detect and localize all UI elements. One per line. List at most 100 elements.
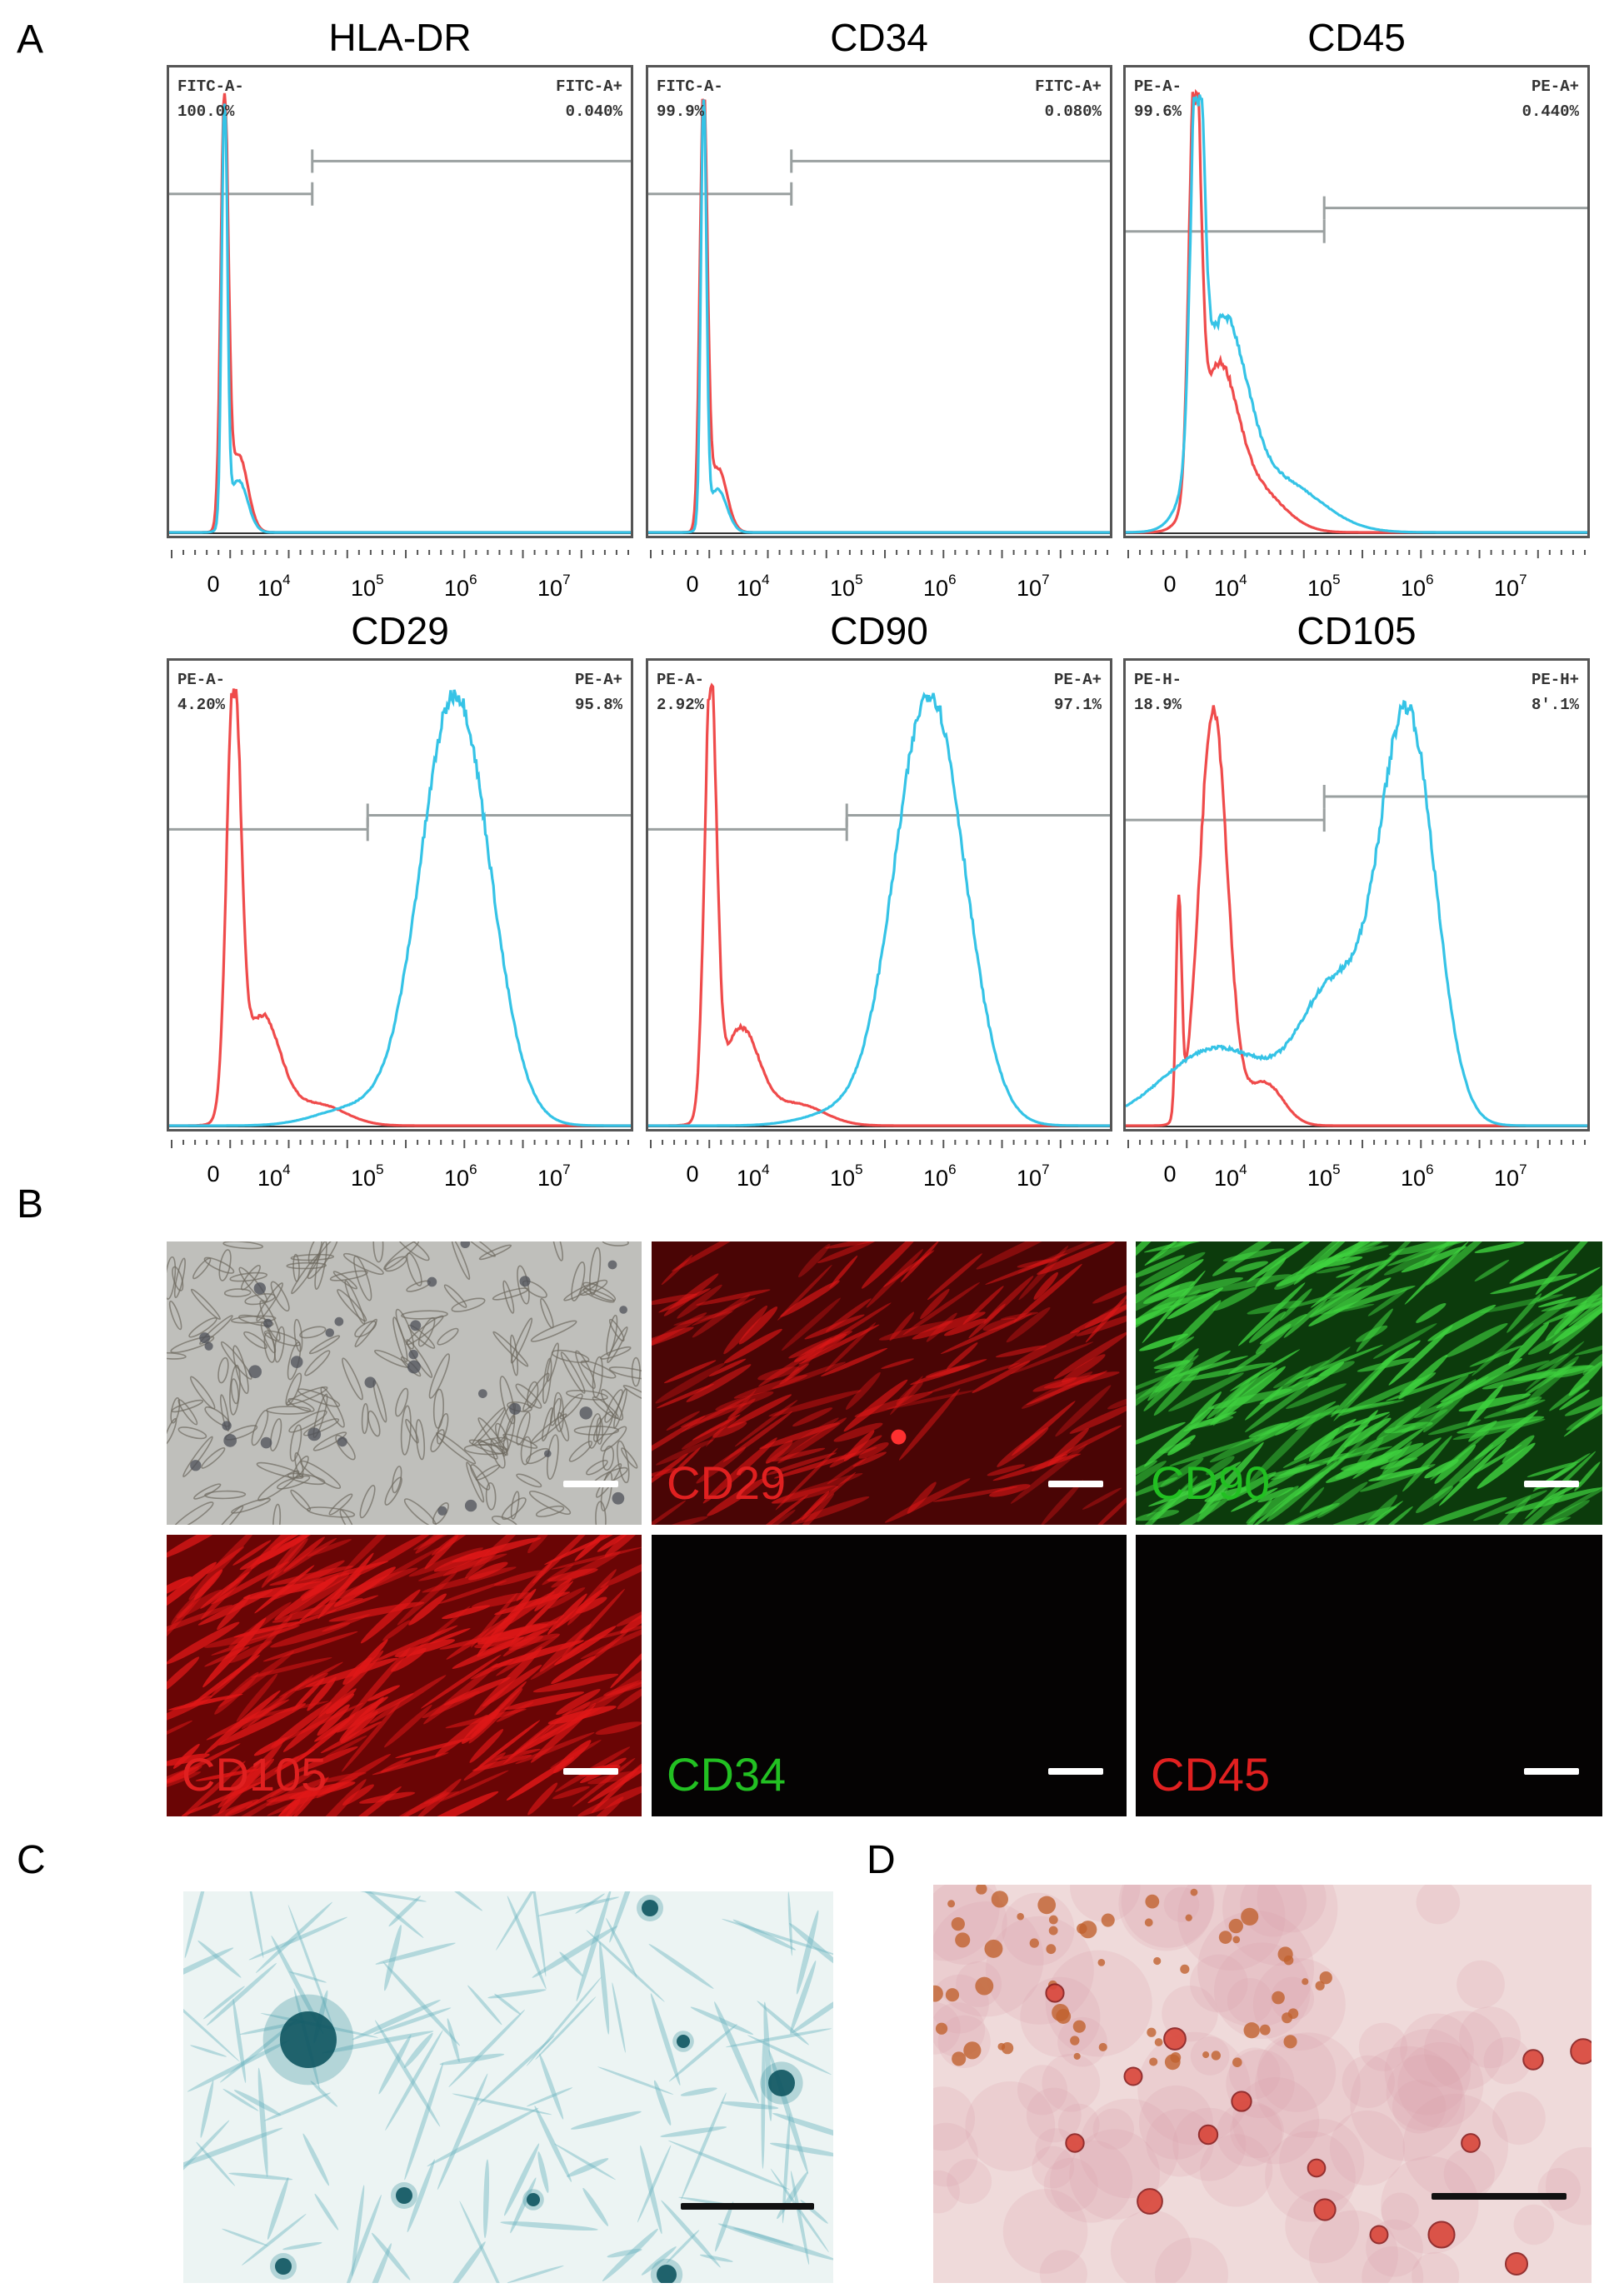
cell-fiber <box>771 1472 863 1504</box>
stain-wash <box>1255 2032 1361 2139</box>
cell-fiber <box>494 1748 541 1761</box>
stained-cell <box>539 2053 564 2120</box>
tick-label: 105 <box>830 572 863 601</box>
cell-fiber <box>1168 1372 1244 1412</box>
cell-shape <box>173 1257 186 1299</box>
stain-wash <box>1026 2087 1082 2143</box>
cell-shape <box>170 1396 181 1424</box>
lipid-droplet <box>1283 2035 1297 2049</box>
cell-fiber <box>1342 1411 1390 1429</box>
cartilage-nodule <box>396 2187 412 2204</box>
cell-fiber <box>932 1486 1018 1502</box>
lipid-droplet <box>1098 2042 1107 2052</box>
cell-fiber <box>987 1464 1026 1476</box>
cell-shape <box>367 1410 381 1437</box>
tick-label: 0 <box>686 572 699 597</box>
cell-shape <box>263 1330 301 1346</box>
cell-shape <box>172 1501 214 1525</box>
cell-shape <box>199 1315 233 1345</box>
stain-wash <box>1232 2077 1320 2165</box>
cell-fiber <box>406 1606 471 1659</box>
cell-fiber <box>715 1391 774 1411</box>
stained-cell <box>554 2143 616 2181</box>
x-axis-ticks: 0 104 105 106 107 <box>167 550 633 608</box>
nucleus <box>223 1433 237 1447</box>
cell-fiber <box>532 1535 600 1584</box>
stain-wash <box>1189 1954 1248 2013</box>
marker-trace <box>1126 94 1587 534</box>
stained-cell <box>374 2020 441 2127</box>
stained-cell <box>257 2067 268 2178</box>
cell-shape <box>188 1316 217 1338</box>
cell-fiber <box>1136 1510 1180 1521</box>
stained-cell <box>571 2111 642 2130</box>
cell-shape <box>515 1383 542 1409</box>
stained-cell <box>222 2088 259 2111</box>
cell-fiber <box>1543 1474 1602 1522</box>
nucleus <box>427 1276 437 1287</box>
cell-fiber <box>661 1254 693 1286</box>
stain-wash <box>1545 2146 1592 2226</box>
oil-red-droplet <box>1231 2091 1252 2112</box>
stained-cell <box>382 1961 461 2046</box>
cell-fiber <box>217 1651 295 1708</box>
cell-fiber <box>314 1696 388 1742</box>
tick-label: 106 <box>1401 572 1434 601</box>
oil-red-droplet <box>1427 2221 1456 2249</box>
stain-wash <box>1035 2128 1077 2170</box>
cell-fiber <box>1487 1496 1531 1525</box>
lipid-droplet <box>1319 1971 1332 1985</box>
cell-fiber <box>652 1293 697 1306</box>
cell-fiber <box>294 1746 358 1773</box>
cell-shape <box>553 1391 564 1432</box>
stained-cell <box>302 2133 330 2186</box>
cell-fiber <box>768 1390 862 1417</box>
cell-fiber <box>1389 1241 1484 1256</box>
tick-marks <box>650 1140 1108 1148</box>
cell-shape <box>613 1388 627 1429</box>
cell-fiber <box>1458 1360 1550 1392</box>
cell-fiber <box>301 1575 339 1601</box>
cell-fiber <box>1285 1383 1347 1409</box>
cell-fiber <box>788 1331 852 1359</box>
cell-fiber <box>825 1241 896 1249</box>
stained-cell <box>576 1891 612 2002</box>
cell-fiber <box>723 1328 782 1364</box>
cell-shape <box>432 1388 444 1429</box>
cell-fiber <box>907 1481 937 1514</box>
nucleus <box>337 1436 347 1447</box>
stained-cell <box>487 1989 547 1999</box>
cell-fiber <box>347 1647 411 1721</box>
stain-wash <box>947 2159 992 2205</box>
tick-label: 105 <box>830 1161 863 1191</box>
cell-fiber <box>472 1754 532 1771</box>
stained-cell <box>263 2092 331 2121</box>
cell-fiber <box>656 1439 714 1466</box>
nucleus <box>199 1332 211 1344</box>
stained-cell <box>661 2200 721 2268</box>
stain-wash <box>1402 2093 1509 2200</box>
cell-fiber <box>437 1580 507 1605</box>
stained-cell <box>358 2243 392 2283</box>
cell-fiber <box>920 1288 950 1320</box>
cell-shape <box>478 1436 507 1446</box>
cell-shape <box>586 1459 608 1476</box>
cell-shape <box>528 1491 572 1515</box>
tick-label: 107 <box>1494 1161 1527 1191</box>
cell-fiber <box>292 1677 325 1711</box>
cell-shape <box>437 1327 459 1346</box>
stain-wash <box>1397 2041 1484 2128</box>
nucleus <box>607 1260 617 1270</box>
cell-fiber <box>1040 1480 1083 1525</box>
cell-fiber <box>1427 1419 1482 1436</box>
cell-fiber <box>408 1593 447 1626</box>
stained-cell <box>747 2035 832 2076</box>
cell-fiber <box>214 1671 259 1715</box>
cell-shape <box>596 1416 604 1445</box>
cell-shape <box>475 1464 501 1481</box>
histogram-cd105: CD105 PE-H- 18.9% PE-H+ 8'.1% 0 104 105 106 107 <box>1123 608 1590 1198</box>
cell-fiber <box>1532 1516 1572 1525</box>
lipid-droplet <box>1097 1959 1106 1966</box>
gate-percent: 4.20% <box>177 696 226 714</box>
cell-shape <box>579 1279 608 1296</box>
